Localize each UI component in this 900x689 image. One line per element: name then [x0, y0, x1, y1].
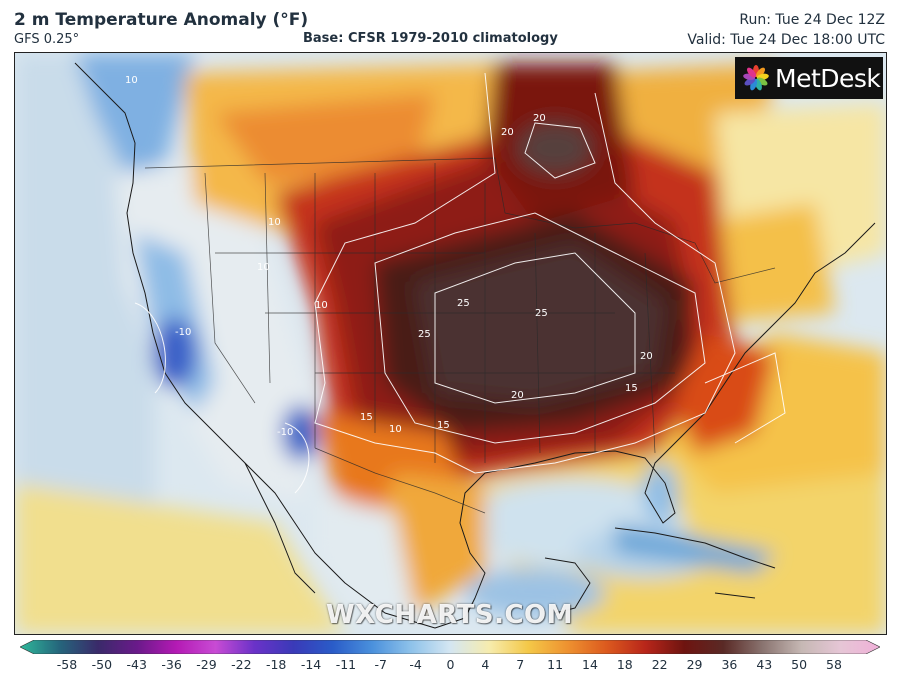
contour-label: 20 — [640, 351, 653, 362]
colorbar-tick-label: 14 — [582, 657, 598, 672]
colorbar-tick-label: 7 — [516, 657, 525, 672]
colorbar-tick-label: 0 — [446, 657, 455, 672]
wxcharts-watermark: WXCHARTS.COM — [326, 600, 574, 630]
contour-label: 25 — [535, 308, 548, 319]
colorbar-tick-label: 43 — [756, 657, 773, 672]
contour-label: 15 — [437, 420, 450, 431]
colorbar — [20, 640, 880, 654]
contour-label: 10 — [257, 262, 270, 273]
run-time-label: Run: Tue 24 Dec 12Z — [739, 12, 885, 28]
contour-label: 15 — [360, 412, 373, 423]
contour-label: 20 — [511, 390, 524, 401]
colorbar-tick-label: 58 — [826, 657, 842, 672]
contour-label: 25 — [418, 329, 431, 340]
colorbar-tick-label: -22 — [231, 657, 252, 672]
colorbar-fill — [20, 640, 880, 654]
colorbar-tick-label: -7 — [374, 657, 387, 672]
contour-lines — [134, 72, 786, 494]
colorbar-tick-label: 4 — [481, 657, 490, 672]
climatology-base-label: Base: CFSR 1979-2010 climatology — [303, 31, 558, 46]
map-title: 2 m Temperature Anomaly (°F) — [14, 10, 309, 30]
contour-label: -10 — [175, 327, 191, 338]
anomaly-map: 10 20 20 10 10 10 25 25 25 20 15 20 15 1… — [14, 52, 887, 635]
colorbar-tick-label: 29 — [686, 657, 703, 672]
colorbar-tick-label: -14 — [300, 657, 322, 672]
contour-label: 10 — [389, 424, 402, 435]
colorbar-tick-label: 50 — [791, 657, 808, 672]
contour-label: 10 — [125, 75, 138, 86]
contour-label: 15 — [625, 383, 638, 394]
colorbar-tick-label: -11 — [335, 657, 357, 672]
colorbar-tick-label: -18 — [265, 657, 287, 672]
colorbar-tick-label: -29 — [196, 657, 217, 672]
colorbar-tick-label: 36 — [721, 657, 738, 672]
colorbar-tick-label: 22 — [651, 657, 668, 672]
colorbar-tick-label: -50 — [91, 657, 113, 672]
coastlines — [74, 62, 876, 629]
anomaly-field — [15, 53, 886, 634]
colorbar-tick-label: -36 — [161, 657, 182, 672]
colorbar-tick-labels: -58 -50 -43 -36 -29 -22 -18 -14 -11 -7 -4 0 4 7 11 14 18… — [0, 657, 900, 677]
colorbar-tick-label: -4 — [409, 657, 422, 672]
contour-label: -10 — [277, 427, 293, 438]
contour-label: 25 — [457, 298, 470, 309]
colorbar-tick-label: 18 — [616, 657, 633, 672]
contour-label: 10 — [315, 300, 328, 311]
contour-label: 20 — [533, 113, 546, 124]
contour-label-group: 10 20 20 10 10 10 25 25 25 20 15 20 15 1… — [125, 75, 653, 438]
map-canvas: 10 20 20 10 10 10 25 25 25 20 15 20 15 1… — [15, 53, 886, 634]
colorbar-tick-label: -43 — [126, 657, 147, 672]
model-label: GFS 0.25° — [14, 32, 80, 47]
metdesk-logo-text: MetDesk — [775, 63, 881, 93]
valid-time-label: Valid: Tue 24 Dec 18:00 UTC — [687, 32, 885, 48]
colorbar-tick-label: -58 — [56, 657, 78, 672]
colorbar-tick-label: 11 — [547, 657, 564, 672]
metdesk-logo: MetDesk — [735, 57, 883, 99]
contour-label: 20 — [501, 127, 514, 138]
contour-label: 10 — [268, 217, 281, 228]
metdesk-flower-icon — [743, 65, 769, 91]
